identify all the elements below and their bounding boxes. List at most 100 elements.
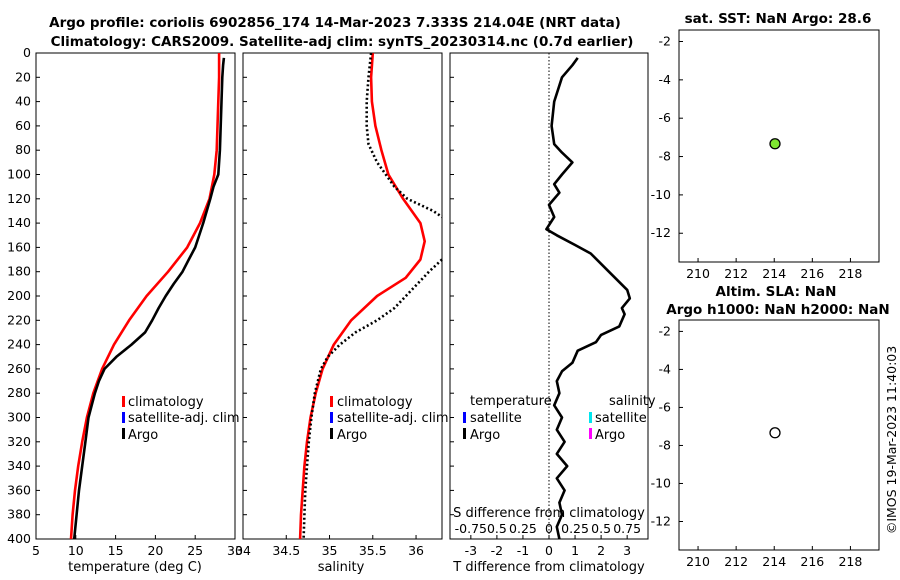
temperature-x-tick-label: 20 (147, 543, 163, 558)
salinity-x-tick-label: 35 (322, 543, 338, 558)
temperature-panel-frame (35, 52, 236, 540)
difference-legend: temperature salinity satellite Argo sate… (463, 394, 656, 443)
map-y-tick-label: -8 (659, 149, 672, 164)
legend-s-argo-label: Argo (595, 428, 625, 443)
difference-x-tick-label: 3 (623, 543, 631, 558)
legend-climatology-label: climatology (128, 395, 204, 410)
depth-tick-label: 60 (15, 118, 31, 133)
argo-location-marker (769, 138, 781, 150)
map-x-tick-label: 212 (724, 554, 748, 569)
salinity-difference-tick-label: 0 (545, 521, 553, 536)
temperature-legend: climatology satellite-adj. clim Argo (122, 395, 240, 443)
salinity-x-tick-label: 35.5 (359, 543, 387, 558)
depth-tick-label: 400 (7, 531, 31, 546)
depth-tick-label: 320 (7, 434, 31, 449)
depth-tick-label: 140 (7, 215, 31, 230)
map-x-tick-label: 218 (838, 554, 862, 569)
depth-tick-label: 240 (7, 337, 31, 352)
map-x-tick-label: 210 (686, 266, 710, 281)
difference-series-t-difference-argo- (545, 57, 632, 540)
difference-xlabel: T difference from climatology (452, 560, 645, 575)
map-x-tick-label: 212 (724, 266, 748, 281)
map-y-tick-label: -10 (651, 187, 671, 202)
difference-x-tick-label: -1 (517, 543, 529, 558)
depth-tick-label: 220 (7, 312, 31, 327)
difference-x-tick-label: 0 (545, 543, 553, 558)
depth-tick-label: 40 (15, 94, 31, 109)
salinity-x-tick-label: 36 (408, 543, 424, 558)
temperature-x-tick-label: 5 (32, 543, 40, 558)
difference-x-tick-label: 2 (597, 543, 605, 558)
temperature-x-tick-label: 25 (187, 543, 203, 558)
salinity-x-tick-label: 34.5 (272, 543, 300, 558)
map-x-tick-label: 210 (686, 554, 710, 569)
depth-tick-label: 260 (7, 361, 31, 376)
map-y-tick-label: -8 (659, 437, 672, 452)
difference-plot: -3 -2 -1 0 1 2 3-0.75 0.5 0.25 0 0.25 0.5 0.75 (455, 53, 641, 558)
map-y-tick-label: -10 (651, 475, 671, 490)
map-y-tick-label: -12 (651, 513, 671, 528)
sst-map-plot: 210 212 214 216 218 -2 -4 -6 -8 -10 -12 (651, 34, 863, 281)
difference-top-xlabel: S difference from climatology (453, 506, 645, 521)
legend-argo-swatch (330, 428, 333, 439)
depth-tick-label: 300 (7, 410, 31, 425)
temperature-x-tick-label: 10 (68, 543, 84, 558)
legend-satellite-swatch (330, 412, 333, 423)
salinity-difference-tick-label: 0.5 (591, 521, 611, 536)
map-y-tick-label: -2 (659, 34, 671, 49)
legend-satellite-swatch (122, 412, 125, 423)
map-x-tick-label: 214 (762, 266, 786, 281)
depth-tick-label: 120 (7, 191, 31, 206)
map-x-tick-label: 216 (800, 266, 824, 281)
temperature-x-tick-label: 30 (227, 543, 243, 558)
sla-map-plot: 210 212 214 216 218 -2 -4 -6 -8 -10 -12 (651, 323, 863, 569)
figure-title-line1: Argo profile: coriolis 6902856_174 14-Ma… (49, 15, 621, 31)
sla-map-frame (678, 319, 880, 551)
salinity-legend: climatology satellite-adj. clim Argo (330, 395, 449, 443)
legend-t-satellite-label: satellite (470, 411, 522, 426)
depth-tick-label: 100 (7, 167, 31, 182)
legend-climatology-label: climatology (337, 395, 413, 410)
salinity-panel-frame (242, 52, 443, 540)
legend-title-salinity: salinity (609, 394, 656, 409)
legend-t-argo-label: Argo (470, 428, 500, 443)
depth-tick-label: 280 (7, 385, 31, 400)
salinity-difference-tick-label: 0.25 (561, 521, 589, 536)
depth-tick-label: 340 (7, 458, 31, 473)
legend-argo-swatch (122, 428, 125, 439)
depth-tick-label: 0 (23, 45, 31, 60)
salinity-difference-tick-label: 0.5 (487, 521, 507, 536)
depth-tick-label: 160 (7, 239, 31, 254)
figure-title-line2: Climatology: CARS2009. Satellite-adj cli… (51, 34, 634, 50)
temperature-series-climatology (69, 53, 221, 540)
difference-x-tick-label: -3 (465, 543, 477, 558)
depth-tick-label: 360 (7, 482, 31, 497)
legend-title-temperature: temperature (470, 394, 552, 409)
legend-s-argo-swatch (589, 428, 592, 439)
legend-climatology-swatch (330, 396, 333, 407)
temperature-xlabel: temperature (deg C) (68, 560, 202, 575)
legend-climatology-swatch (122, 396, 125, 407)
legend-t-argo-swatch (463, 428, 466, 439)
temperature-plot: 5 10 15 20 25 30 (32, 53, 243, 558)
legend-argo-label: Argo (128, 428, 158, 443)
legend-satellite-label: satellite-adj. clim (337, 411, 449, 426)
argo-location-marker (769, 427, 781, 439)
timestamp-label: ©IMOS 19-Mar-2023 11:40:03 (884, 346, 899, 534)
sla-map-title-line2: Argo h1000: NaN h2000: NaN (666, 302, 889, 318)
legend-t-satellite-swatch (463, 412, 466, 423)
temperature-x-tick-label: 15 (108, 543, 124, 558)
temperature-series-argo (72, 57, 226, 540)
salinity-x-tick-label: 34 (235, 543, 251, 558)
map-y-tick-label: -2 (659, 323, 671, 338)
legend-s-satellite-swatch (589, 412, 592, 423)
depth-axis-ticks: 0 20 40 60 80 100 120 140 160 180 200 220 240 260 280 3… (7, 45, 454, 546)
salinity-difference-tick-label: 0.75 (613, 521, 641, 536)
map-x-tick-label: 216 (800, 554, 824, 569)
depth-tick-label: 380 (7, 507, 31, 522)
map-x-tick-label: 214 (762, 554, 786, 569)
depth-tick-label: 180 (7, 264, 31, 279)
map-x-tick-label: 218 (838, 266, 862, 281)
salinity-series-argo (365, 52, 443, 219)
